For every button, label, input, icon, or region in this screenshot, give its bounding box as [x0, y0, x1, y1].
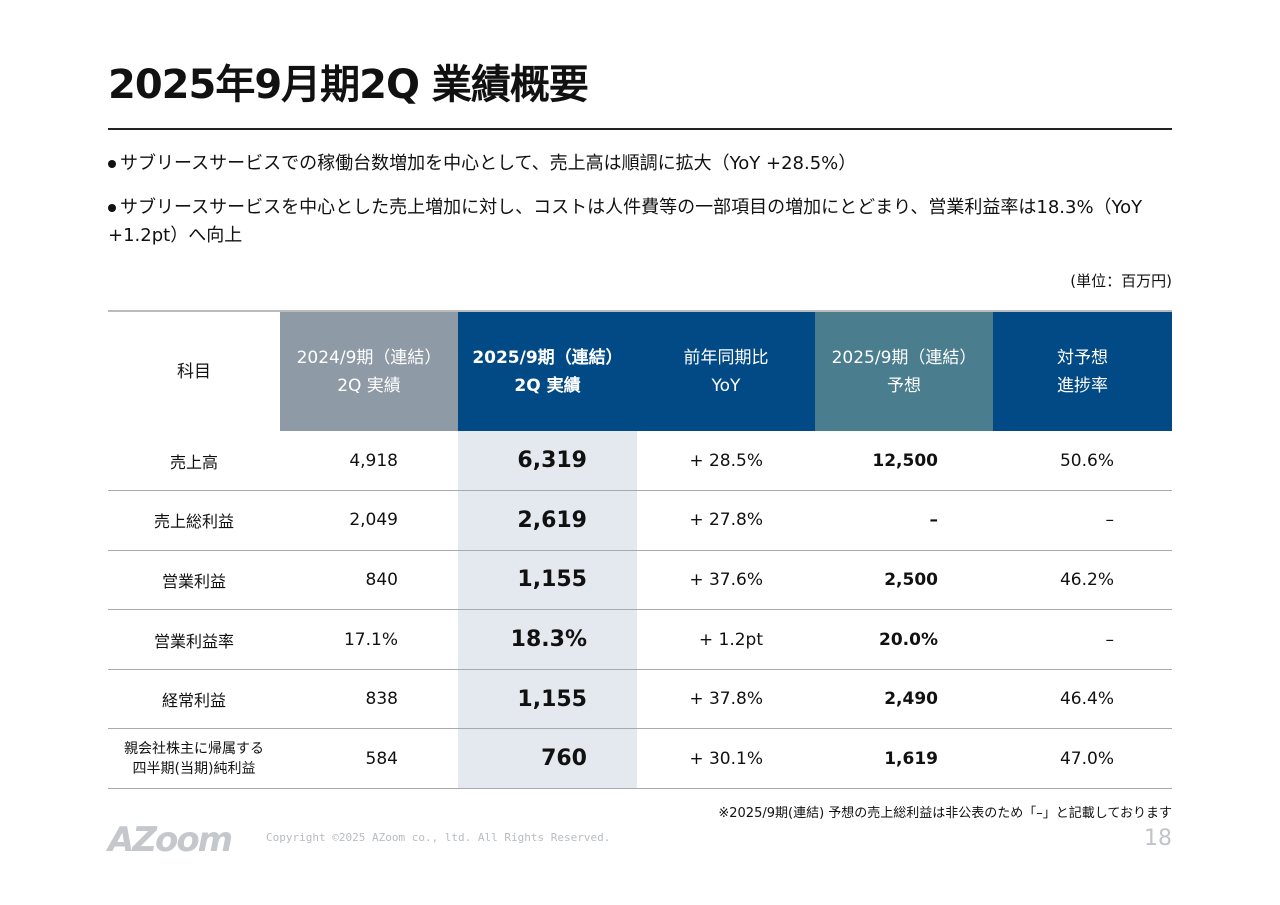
cell-value: + 28.5% [637, 431, 815, 492]
column-header-line: 進捗率 [1057, 375, 1108, 396]
footnote: ※2025/9期(連結) 予想の売上総利益は非公表のため「–」と記載しております [718, 806, 1172, 821]
column-header: 2025/9期（連結） 予想 [815, 311, 993, 431]
row-label: 営業利益率 [108, 609, 280, 670]
column-header: 科目 [108, 311, 280, 431]
cell-value: 18.3% [458, 609, 637, 670]
cell-value: 17.1% [280, 609, 458, 670]
row-label: 売上高 [108, 431, 280, 492]
cell-value: 2,500 [815, 550, 993, 611]
table-row: 営業利益 840 1,155 + 37.6% 2,500 46.2% [108, 550, 1172, 611]
table-row: 営業利益率 17.1% 18.3% + 1.2pt 20.0% – [108, 609, 1172, 670]
column-header-line: 2Q 実績 [337, 375, 401, 396]
table-row: 経常利益 838 1,155 + 37.8% 2,490 46.4% [108, 669, 1172, 730]
column-header-line: 2025/9期（連結） [831, 347, 977, 368]
column-header-line: YoY [711, 375, 741, 396]
cell-value: 840 [280, 550, 458, 611]
cell-value: 46.4% [993, 669, 1172, 730]
cell-value: 20.0% [815, 609, 993, 670]
cell-value: + 1.2pt [637, 609, 815, 670]
cell-value: + 30.1% [637, 728, 815, 790]
cell-value: 50.6% [993, 431, 1172, 492]
unit-label: (単位：百万円) [1070, 272, 1172, 290]
cell-value: 4,918 [280, 431, 458, 492]
row-label: 経常利益 [108, 669, 280, 730]
column-header-line: 2Q 実績 [514, 375, 581, 396]
results-table: 科目 2024/9期（連結） 2Q 実績 2025/9期（連結） 2Q 実績 前年同期比 Y… [108, 310, 1172, 790]
bullet-text: サブリースサービスを中心とした売上増加に対し、コストは人件費等の一部項目の増加に… [108, 197, 1143, 246]
column-header: 対予想 進捗率 [993, 311, 1172, 431]
column-header: 2024/9期（連結） 2Q 実績 [280, 311, 458, 431]
row-label: 売上総利益 [108, 490, 280, 551]
column-header-line: 科目 [177, 361, 211, 382]
cell-value: 46.2% [993, 550, 1172, 611]
cell-value: 838 [280, 669, 458, 730]
column-header: 前年同期比 YoY [637, 311, 815, 431]
bullet-dot-icon [108, 204, 116, 212]
cell-value: + 37.6% [637, 550, 815, 611]
row-label: 営業利益 [108, 550, 280, 611]
cell-value: 1,155 [458, 550, 637, 611]
page-number: 18 [1144, 826, 1172, 851]
azoom-logo: AZoom [108, 820, 233, 860]
cell-value: 2,049 [280, 490, 458, 551]
table-row: 売上高 4,918 6,319 + 28.5% 12,500 50.6% [108, 431, 1172, 492]
cell-value: 12,500 [815, 431, 993, 492]
page-title: 2025年9月期2Q 業績概要 [108, 62, 589, 108]
cell-value: + 27.8% [637, 490, 815, 551]
cell-value: – [815, 490, 993, 551]
cell-value: 47.0% [993, 728, 1172, 790]
bullet-text: サブリースサービスでの稼働台数増加を中心として、売上高は順調に拡大（YoY +2… [120, 153, 857, 174]
cell-value: 2,490 [815, 669, 993, 730]
cell-value: 1,619 [815, 728, 993, 790]
cell-value: – [993, 490, 1172, 551]
cell-value: 2,619 [458, 490, 637, 551]
bullet-2: サブリースサービスを中心とした売上増加に対し、コストは人件費等の一部項目の増加に… [108, 194, 1172, 250]
row-label: 親会社株主に帰属する 四半期(当期)純利益 [108, 728, 280, 790]
column-header: 2025/9期（連結） 2Q 実績 [458, 311, 637, 431]
cell-value: 6,319 [458, 431, 637, 492]
bullet-1: サブリースサービスでの稼働台数増加を中心として、売上高は順調に拡大（YoY +2… [108, 150, 1172, 178]
cell-value: 584 [280, 728, 458, 790]
column-header-line: 前年同期比 [683, 347, 769, 368]
bullet-dot-icon [108, 160, 116, 168]
column-header-line: 予想 [887, 375, 921, 396]
column-header-line: 2024/9期（連結） [296, 347, 442, 368]
cell-value: – [993, 609, 1172, 670]
title-divider [108, 128, 1172, 130]
column-header-line: 2025/9期（連結） [472, 347, 623, 368]
table-row: 売上総利益 2,049 2,619 + 27.8% – – [108, 490, 1172, 551]
cell-value: 1,155 [458, 669, 637, 730]
column-header-line: 対予想 [1057, 347, 1108, 368]
cell-value: 760 [458, 728, 637, 790]
cell-value: + 37.8% [637, 669, 815, 730]
copyright: Copyright ©2025 AZoom co., ltd. All Righ… [266, 831, 611, 844]
table-row: 親会社株主に帰属する 四半期(当期)純利益 584 760 + 30.1% 1,619 4… [108, 728, 1172, 790]
